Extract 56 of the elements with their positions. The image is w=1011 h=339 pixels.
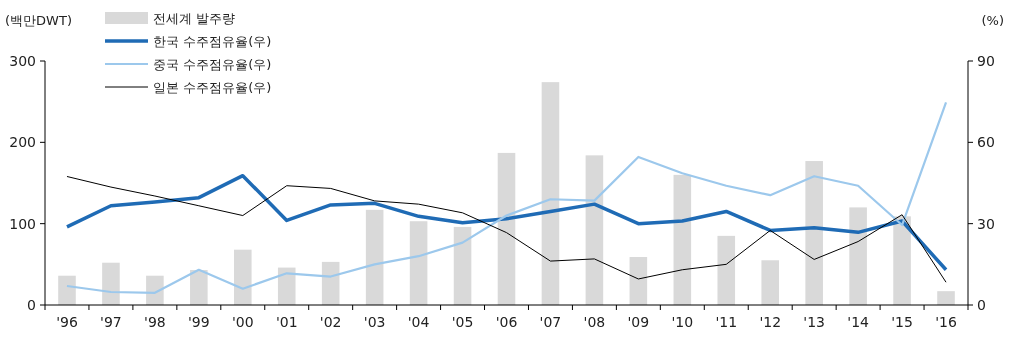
- legend-label: 중국 수주점유율(우): [153, 56, 272, 72]
- legend-label: 일본 수주점유율(우): [153, 79, 272, 95]
- x-tick-label: '14: [847, 314, 870, 330]
- x-tick-label: '00: [231, 314, 254, 330]
- y2-axis-title: (%): [981, 13, 1004, 28]
- bar: [146, 275, 164, 305]
- x-tick-label: '13: [803, 314, 825, 330]
- bar: [629, 257, 648, 305]
- y2-tick-label: 0: [977, 296, 986, 313]
- y2-tick-label: 90: [977, 52, 995, 69]
- bar: [453, 226, 472, 305]
- x-tick-label: '99: [188, 314, 210, 330]
- y-tick-label: 200: [9, 134, 36, 151]
- y-tick-label: 100: [9, 215, 36, 232]
- bar: [234, 249, 252, 305]
- x-tick-label: '97: [100, 314, 122, 330]
- x-tick-label: '03: [363, 314, 386, 330]
- x-tick-label: '11: [715, 314, 738, 330]
- x-tick-label: '16: [935, 314, 957, 330]
- x-tick-label: '01: [275, 314, 298, 330]
- bar: [717, 235, 736, 305]
- bar: [761, 260, 780, 305]
- y2-tick-label: 30: [977, 215, 995, 232]
- x-tick-label: '12: [759, 314, 782, 330]
- x-tick-label: '98: [144, 314, 166, 330]
- bar: [58, 275, 76, 305]
- x-tick-label: '96: [56, 314, 78, 330]
- bar: [585, 155, 604, 305]
- y-tick-label: 300: [9, 52, 36, 69]
- y-axis-title: (백만DWT): [5, 13, 72, 28]
- bar: [409, 221, 428, 305]
- x-tick-label: '08: [583, 314, 606, 330]
- x-tick-label: '10: [671, 314, 694, 330]
- x-tick-label: '07: [539, 314, 562, 330]
- legend-label: 한국 수주점유율(우): [153, 33, 272, 49]
- x-tick-label: '15: [891, 314, 913, 330]
- y-tick-label: 0: [27, 296, 36, 313]
- bar: [849, 207, 867, 305]
- bar: [497, 152, 516, 305]
- x-tick-label: '02: [319, 314, 342, 330]
- bar: [893, 216, 911, 305]
- x-tick-label: '09: [627, 314, 650, 330]
- bar: [365, 209, 384, 305]
- bar: [805, 161, 823, 305]
- bar: [673, 174, 692, 305]
- bar: [102, 262, 120, 305]
- x-tick-label: '04: [407, 314, 430, 330]
- bar: [190, 270, 208, 305]
- bar: [541, 82, 560, 305]
- x-tick-label: '06: [495, 314, 518, 330]
- line-series: [65, 101, 948, 294]
- bar: [277, 267, 296, 305]
- x-tick-label: '05: [451, 314, 474, 330]
- bar: [937, 291, 955, 305]
- y2-tick-label: 60: [977, 134, 995, 151]
- legend-label: 전세계 발주량: [153, 10, 236, 26]
